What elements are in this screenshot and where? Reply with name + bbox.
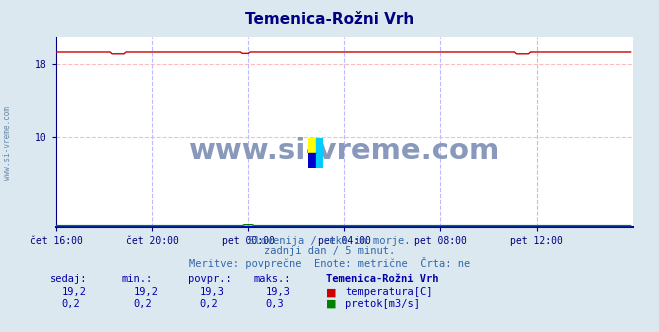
- Text: temperatura[C]: temperatura[C]: [345, 287, 433, 297]
- Bar: [316, 138, 323, 153]
- Text: ■: ■: [326, 299, 336, 309]
- Text: 19,2: 19,2: [134, 287, 159, 297]
- Text: 0,3: 0,3: [266, 299, 284, 309]
- Text: povpr.:: povpr.:: [188, 274, 231, 284]
- Text: 19,2: 19,2: [61, 287, 86, 297]
- Text: 0,2: 0,2: [134, 299, 152, 309]
- Text: 0,2: 0,2: [200, 299, 218, 309]
- Bar: [308, 153, 316, 168]
- Text: 19,3: 19,3: [266, 287, 291, 297]
- Text: 19,3: 19,3: [200, 287, 225, 297]
- Text: Temenica-Rožni Vrh: Temenica-Rožni Vrh: [326, 274, 439, 284]
- Text: Meritve: povprečne  Enote: metrične  Črta: ne: Meritve: povprečne Enote: metrične Črta:…: [189, 257, 470, 269]
- Text: pretok[m3/s]: pretok[m3/s]: [345, 299, 420, 309]
- Text: ■: ■: [326, 287, 336, 297]
- Bar: [316, 153, 323, 168]
- Text: Slovenija / reke in morje.: Slovenija / reke in morje.: [248, 236, 411, 246]
- Text: 0,2: 0,2: [61, 299, 80, 309]
- Text: Temenica-Rožni Vrh: Temenica-Rožni Vrh: [245, 12, 414, 27]
- Text: zadnji dan / 5 minut.: zadnji dan / 5 minut.: [264, 246, 395, 256]
- Text: www.si-vreme.com: www.si-vreme.com: [3, 106, 13, 180]
- Bar: [308, 138, 316, 153]
- Text: maks.:: maks.:: [254, 274, 291, 284]
- Text: sedaj:: sedaj:: [49, 274, 87, 284]
- Text: min.:: min.:: [122, 274, 153, 284]
- Text: www.si-vreme.com: www.si-vreme.com: [188, 137, 500, 165]
